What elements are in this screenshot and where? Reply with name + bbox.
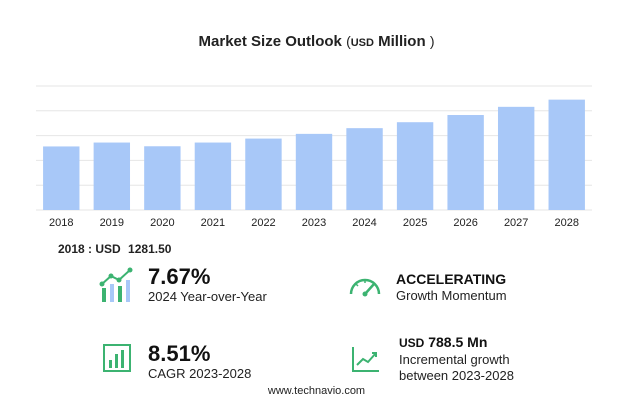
base-year-label: 2018 : USD <box>58 242 121 256</box>
bar-2025 <box>396 122 434 210</box>
title-unit: Million <box>378 33 426 50</box>
chart-title: Market Size Outlook (USD Million ) <box>0 33 633 50</box>
momentum-label: Growth Momentum <box>396 288 507 303</box>
x-tick-label: 2018 <box>49 217 73 229</box>
yoy-value: 7.67% <box>148 264 211 289</box>
x-tick-label: 2021 <box>201 217 225 229</box>
bar-chart-svg: 2018 2019 2020 2021 2022 2023 2024 2025 2026 2027… <box>36 85 592 229</box>
incremental-value-line: USD 788.5 Mn <box>399 333 514 352</box>
x-tick-label: 2026 <box>453 217 477 229</box>
bar-chart: 2018 2019 2020 2021 2022 2023 2024 2025 2026 2027… <box>36 85 592 229</box>
base-year-value: 2018 : USD 1281.50 <box>58 242 171 256</box>
rising-bars-icon <box>98 266 138 309</box>
momentum-value: ACCELERATING <box>396 271 507 287</box>
bar-2021 <box>194 142 232 210</box>
bar-2018 <box>43 146 80 210</box>
momentum-metric: ACCELERATING Growth Momentum <box>396 270 507 304</box>
bar-2026 <box>447 115 484 210</box>
title-main: Market Size Outlook <box>198 33 342 50</box>
bar-2023 <box>295 133 333 210</box>
incremental-label-1: Incremental growth <box>399 352 510 367</box>
cagr-metric: 8.51% CAGR 2023-2028 <box>148 342 251 382</box>
x-tick-label: 2028 <box>554 217 578 229</box>
title-currency: USD <box>350 37 374 49</box>
x-tick-label: 2027 <box>504 217 528 229</box>
title-close-paren: ) <box>429 33 435 49</box>
speedometer-icon <box>347 270 383 303</box>
x-tick-label: 2022 <box>251 217 275 229</box>
bar-2028 <box>548 99 585 210</box>
bar-2019 <box>93 142 131 210</box>
bar-chart-icon <box>102 343 132 378</box>
bar-2020 <box>144 146 181 210</box>
incremental-label-2: between 2023-2028 <box>399 368 514 383</box>
yoy-label: 2024 Year-over-Year <box>148 289 267 304</box>
x-tick-label: 2025 <box>403 217 427 229</box>
x-tick-label: 2024 <box>352 217 376 229</box>
footer-site[interactable]: www.technavio.com <box>267 385 366 397</box>
yoy-metric: 7.67% 2024 Year-over-Year <box>148 265 267 305</box>
x-tick-label: 2020 <box>150 217 174 229</box>
base-year-amount: 1281.50 <box>128 242 172 256</box>
incremental-value: 788.5 Mn <box>428 334 488 350</box>
incremental-metric: USD 788.5 Mn Incremental growth between … <box>399 333 514 384</box>
x-tick-label: 2023 <box>302 217 326 229</box>
bar-2022 <box>245 138 282 210</box>
bar-2027 <box>497 106 535 210</box>
title-open-paren: ( <box>346 33 351 49</box>
cagr-label: CAGR 2023-2028 <box>148 366 252 381</box>
x-tick-label: 2019 <box>100 217 124 229</box>
growth-line-icon <box>351 345 381 378</box>
bar-2024 <box>346 128 383 210</box>
incremental-currency: USD <box>399 336 425 350</box>
cagr-value: 8.51% <box>148 341 211 366</box>
